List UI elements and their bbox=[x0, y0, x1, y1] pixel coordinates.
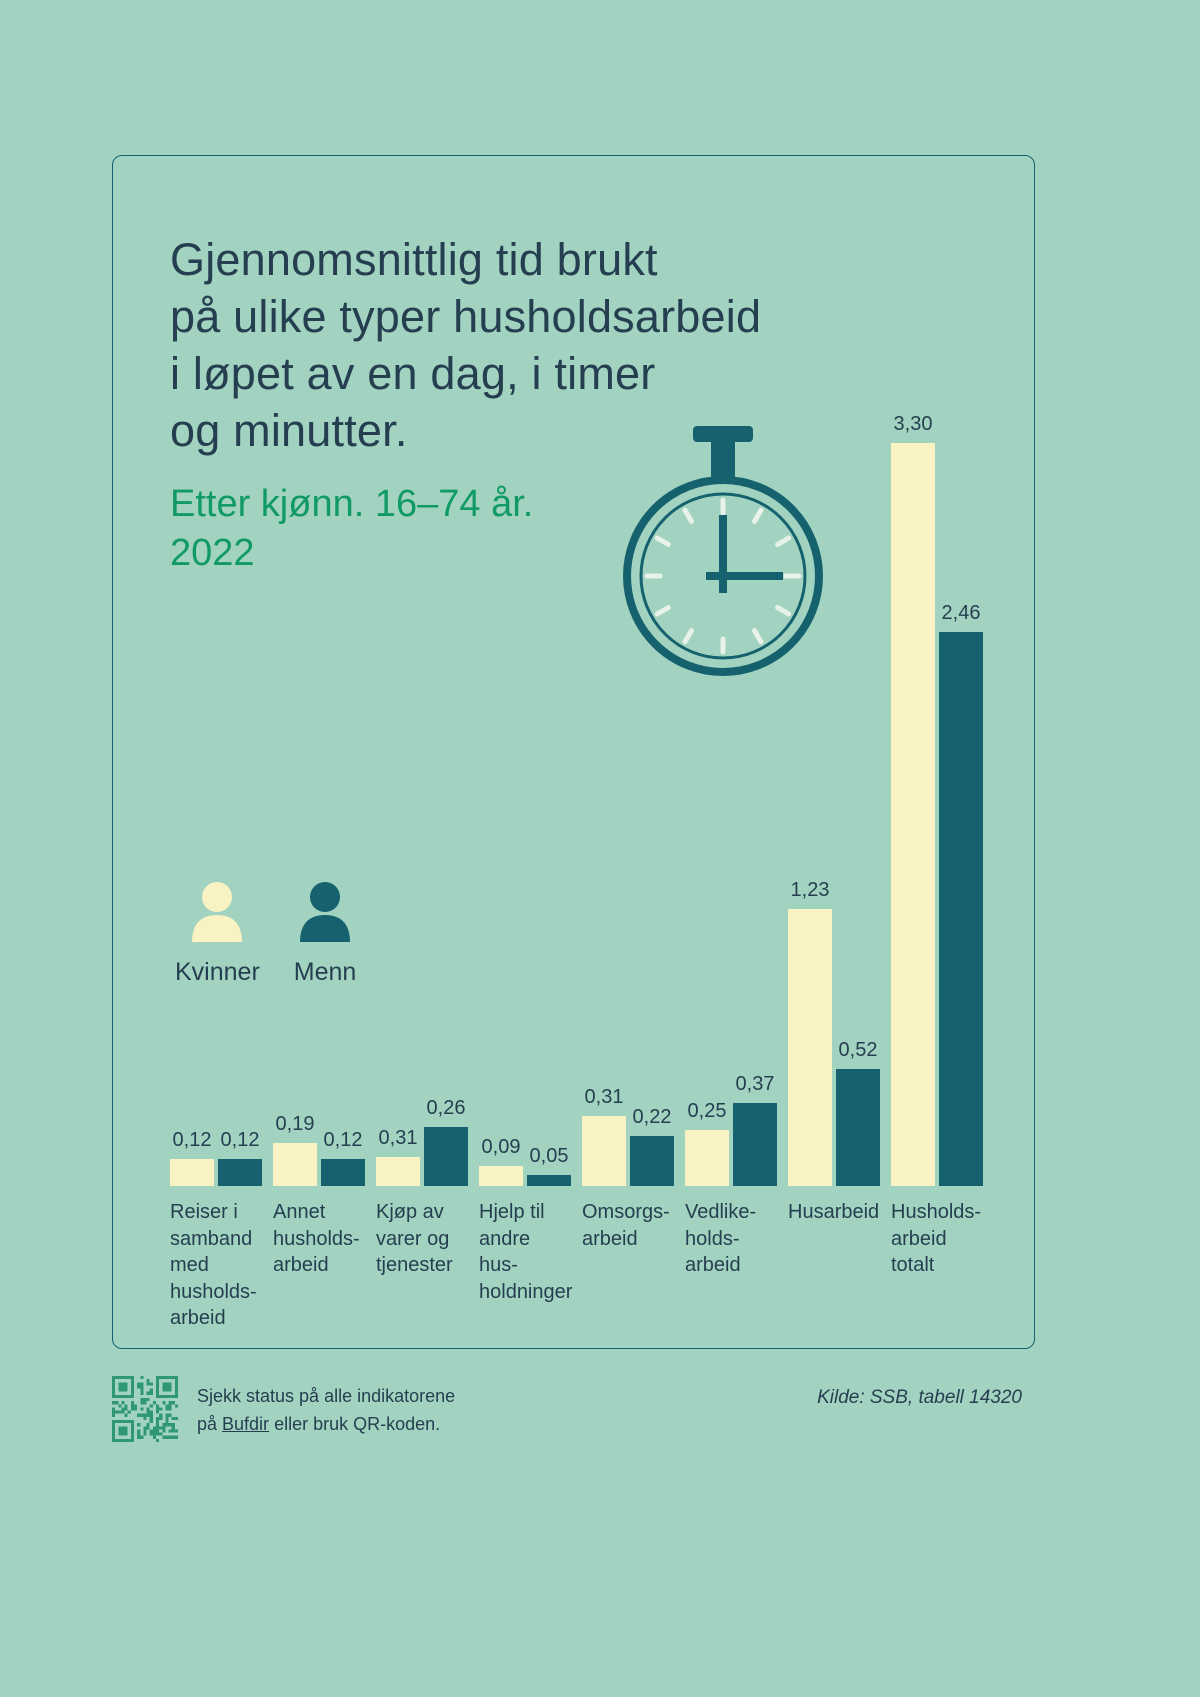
bar-group: 0,12 0,12 bbox=[170, 1129, 262, 1186]
category-label: Husarbeid bbox=[788, 1201, 880, 1223]
bars-row: 0,12 0,12 0,19 0,12 0,31 0,26 0,09 0,05 0,31 0,22… bbox=[170, 413, 983, 1186]
bar-group: 3,30 2,46 bbox=[891, 413, 983, 1186]
bar-kvinner: 0,25 bbox=[685, 1100, 729, 1186]
bar-rect bbox=[170, 1159, 214, 1186]
value-label: 0,31 bbox=[378, 1127, 418, 1149]
stopwatch-stem bbox=[711, 438, 735, 482]
cats-row: Reiser i samband med husholds- arbeid Ann… bbox=[170, 1199, 983, 1332]
qr-code bbox=[112, 1376, 178, 1442]
value-label: 0,22 bbox=[632, 1106, 672, 1128]
footer-note: Sjekk status på alle indikatorene på Buf… bbox=[197, 1383, 455, 1439]
bar-rect bbox=[273, 1143, 317, 1186]
bar-rect bbox=[630, 1136, 674, 1186]
bar-rect bbox=[836, 1069, 880, 1186]
bar-group: 0,31 0,22 bbox=[582, 1086, 674, 1186]
header: Gjennomsnittlig tid brukt på ulike typer… bbox=[170, 231, 890, 578]
value-label: 0,12 bbox=[172, 1129, 212, 1151]
bar-rect bbox=[218, 1159, 262, 1186]
bar-menn: 0,12 bbox=[218, 1129, 262, 1186]
stopwatch-icon bbox=[623, 426, 823, 676]
bar-rect bbox=[321, 1159, 365, 1186]
bar-kvinner: 0,31 bbox=[582, 1086, 626, 1186]
bar-rect bbox=[891, 443, 935, 1186]
value-label: 0,09 bbox=[481, 1136, 521, 1158]
category-label: Reiser i samband med husholds- arbeid bbox=[170, 1201, 257, 1330]
bar-group: 1,23 0,52 bbox=[788, 879, 880, 1186]
bar-rect bbox=[479, 1166, 523, 1186]
bar-menn: 0,12 bbox=[321, 1129, 365, 1186]
bar-group: 0,19 0,12 bbox=[273, 1113, 365, 1186]
legend-label-kvinner: Kvinner bbox=[175, 958, 260, 986]
value-label: 0,52 bbox=[838, 1039, 878, 1061]
value-label: 0,12 bbox=[323, 1129, 363, 1151]
stopwatch-outer-ring bbox=[623, 476, 823, 676]
bar-kvinner: 3,30 bbox=[891, 413, 935, 1186]
bar-rect bbox=[527, 1175, 571, 1186]
bar-kvinner: 1,23 bbox=[788, 879, 832, 1186]
bar-kvinner: 0,19 bbox=[273, 1113, 317, 1186]
page-title: Gjennomsnittlig tid brukt på ulike typer… bbox=[170, 234, 762, 457]
bar-rect bbox=[582, 1116, 626, 1186]
bar-menn: 0,37 bbox=[733, 1073, 777, 1186]
legend-label-menn: Menn bbox=[293, 958, 357, 986]
value-label: 0,37 bbox=[735, 1073, 775, 1095]
footer-note-line2-post: eller bruk QR-koden. bbox=[269, 1413, 441, 1434]
value-label: 2,46 bbox=[941, 602, 981, 624]
page-subtitle: Etter kjønn. 16–74 år. 2022 bbox=[170, 482, 534, 574]
person-icon-kvinner bbox=[192, 882, 243, 942]
category-label: Kjøp av varer og tjenester bbox=[376, 1201, 453, 1277]
value-label: 0,31 bbox=[584, 1086, 624, 1108]
legend-item-kvinner: Kvinner bbox=[175, 882, 260, 987]
footer-note-line2-pre: på bbox=[197, 1413, 223, 1434]
category-label: Husholds- arbeid totalt bbox=[891, 1201, 982, 1277]
category-label: Omsorgs- arbeid bbox=[582, 1201, 670, 1250]
bufdir-link[interactable]: Bufdir bbox=[222, 1413, 270, 1434]
stopwatch-inner-ring bbox=[639, 492, 807, 660]
value-label: 3,30 bbox=[893, 413, 933, 435]
value-label: 0,26 bbox=[426, 1097, 466, 1119]
bar-kvinner: 0,12 bbox=[170, 1129, 214, 1186]
bar-group: 0,25 0,37 bbox=[685, 1073, 777, 1186]
bar-kvinner: 0,31 bbox=[376, 1127, 420, 1186]
legend: Kvinner Menn bbox=[175, 882, 356, 987]
category-label: Annet husholds- arbeid bbox=[273, 1201, 360, 1277]
legend-item-menn: Menn bbox=[293, 882, 357, 987]
category-label: Vedlike- holds- arbeid bbox=[685, 1201, 757, 1277]
bar-menn: 0,26 bbox=[424, 1097, 468, 1186]
source-text: Kilde: SSB, tabell 14320 bbox=[817, 1387, 1022, 1408]
bar-menn: 0,05 bbox=[527, 1145, 571, 1186]
value-label: 0,25 bbox=[687, 1100, 727, 1122]
bar-rect bbox=[939, 632, 983, 1186]
bar-menn: 0,22 bbox=[630, 1106, 674, 1186]
bar-rect bbox=[733, 1103, 777, 1186]
bar-menn: 0,52 bbox=[836, 1039, 880, 1186]
bar-menn: 2,46 bbox=[939, 602, 983, 1186]
footer-note-line1: Sjekk status på alle indikatorene bbox=[197, 1386, 456, 1406]
chart-card: Gjennomsnittlig tid brukt på ulike typer… bbox=[112, 155, 1035, 1349]
bar-rect bbox=[376, 1157, 420, 1186]
bar-group: 0,09 0,05 bbox=[479, 1136, 571, 1186]
category-label: Hjelp til andre hus- holdninger bbox=[479, 1201, 573, 1303]
tick-marks bbox=[644, 497, 802, 655]
bar-kvinner: 0,09 bbox=[479, 1136, 523, 1186]
bar-rect bbox=[685, 1130, 729, 1186]
person-icon-menn bbox=[300, 882, 351, 942]
value-label: 0,12 bbox=[220, 1129, 260, 1151]
bar-rect bbox=[788, 909, 832, 1186]
value-label: 0,19 bbox=[275, 1113, 315, 1135]
value-label: 0,05 bbox=[529, 1145, 569, 1167]
bar-group: 0,31 0,26 bbox=[376, 1097, 468, 1186]
bar-rect bbox=[424, 1127, 468, 1186]
value-label: 1,23 bbox=[790, 879, 830, 901]
stopwatch-crown bbox=[693, 426, 753, 442]
